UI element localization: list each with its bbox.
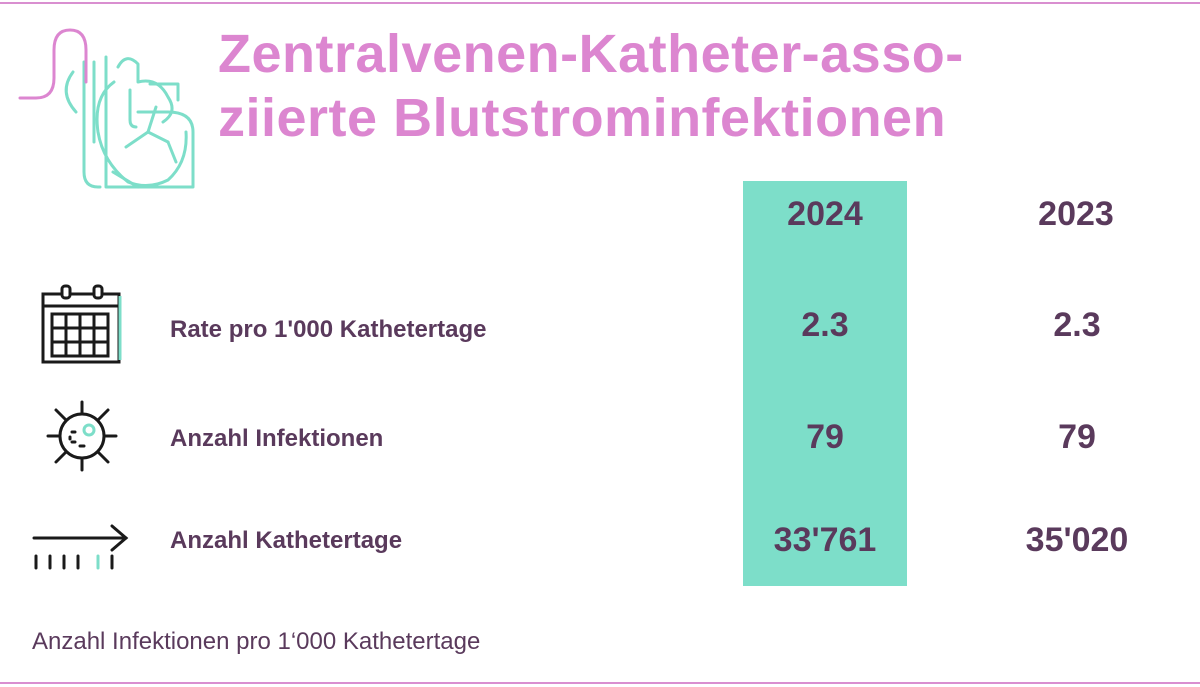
value-infections-2023: 79	[1058, 418, 1096, 456]
row-label-catheter-days: Anzahl Kathetertage	[170, 527, 403, 554]
title-line-2: ziierte Blutstrominfektionen	[218, 88, 947, 148]
column-header-2023: 2023	[1038, 195, 1114, 233]
heart-icon	[18, 28, 195, 189]
value-catheter-days-2024: 33'761	[773, 521, 877, 559]
virus-icon	[46, 400, 118, 472]
title-line-1: Zentralvenen-Katheter-asso-	[218, 24, 964, 84]
highlight-column-2024	[743, 181, 907, 586]
value-infections-2024: 79	[806, 418, 844, 456]
footnote: Anzahl Infektionen pro 1‘000 Kathetertag…	[32, 628, 481, 655]
value-rate-2024: 2.3	[801, 306, 849, 344]
column-header-2024: 2024	[787, 195, 863, 233]
page-title: Zentralvenen-Katheter-asso- ziierte Blut…	[218, 22, 964, 150]
bottom-rule	[0, 682, 1200, 684]
timeline-arrow-icon	[32, 524, 129, 570]
top-rule	[0, 2, 1200, 4]
value-rate-2023: 2.3	[1053, 306, 1101, 344]
value-catheter-days-2023: 35'020	[1025, 521, 1129, 559]
calendar-icon	[41, 284, 122, 364]
row-label-rate: Rate pro 1'000 Kathetertage	[170, 316, 487, 343]
row-label-infections: Anzahl Infektionen	[170, 425, 384, 452]
